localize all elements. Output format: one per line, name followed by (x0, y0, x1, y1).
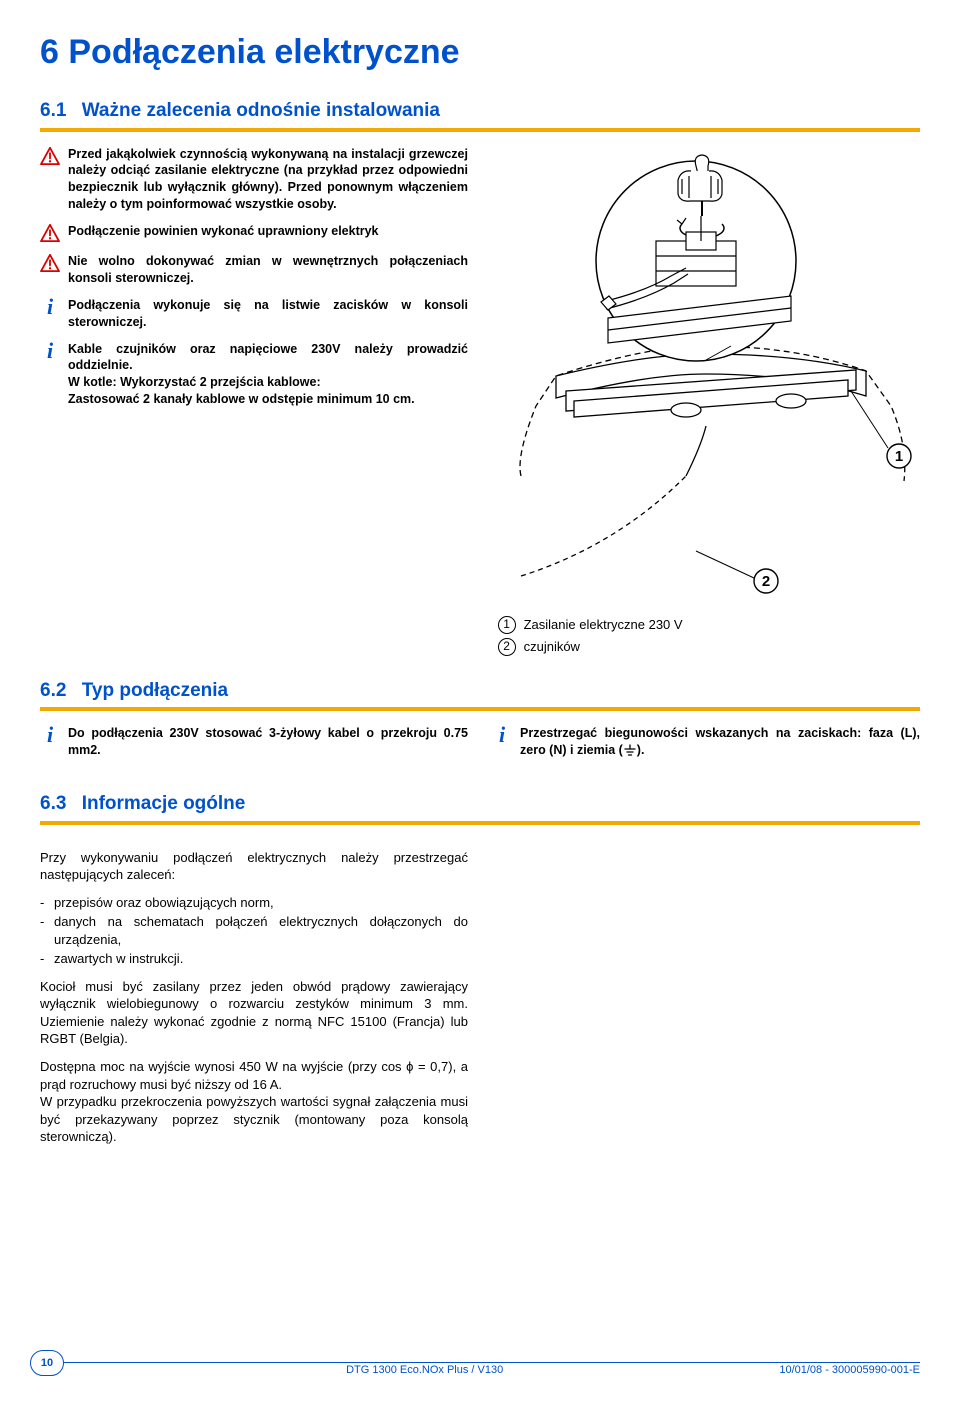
list-item-text: danych na schematach połączeń elektryczn… (54, 913, 468, 948)
section-6-1-heading: 6.1 Ważne zalecenia odnośnie instalowani… (40, 98, 920, 132)
page-footer: 10 DTG 1300 Eco.NOx Plus / V130 10/01/08… (40, 1362, 920, 1378)
note-warn-1: Przed jakąkolwiek czynnością wykonywaną … (40, 146, 468, 214)
section-title: Ważne zalecenia odnośnie instalowania (82, 100, 440, 121)
warning-icon (40, 146, 60, 166)
list-item: -zawartych w instrukcji. (40, 950, 468, 968)
page-number: 10 (30, 1350, 64, 1376)
note-text: Podłączenie powinien wykonać uprawniony … (68, 223, 379, 240)
note-info-1: i Podłączenia wykonuje się na listwie za… (40, 297, 468, 331)
figure-legend: 1 Zasilanie elektryczne 230 V 2 czujnikó… (498, 616, 920, 656)
technical-drawing: 1 2 8518N020 (492, 146, 920, 606)
note-warn-3: Nie wolno dokonywać zmian w wewnętrznych… (40, 253, 468, 287)
footer-center: DTG 1300 Eco.NOx Plus / V130 (40, 1363, 779, 1378)
list-item-text: zawartych w instrukcji. (54, 950, 183, 968)
legend-row-2: 2 czujników (498, 638, 920, 656)
intro-text: Przy wykonywaniu podłączeń elektrycznych… (40, 849, 468, 884)
info-icon: i (40, 725, 60, 745)
footer-right: 10/01/08 - 300005990-001-E (779, 1363, 920, 1378)
para-1: Kocioł musi być zasilany przez jeden obw… (40, 978, 468, 1048)
warning-icon (40, 223, 60, 243)
note-warn-2: Podłączenie powinien wykonać uprawniony … (40, 223, 468, 243)
section-6-1-text-column: Przed jakąkolwiek czynnością wykonywaną … (40, 146, 468, 606)
warning-icon (40, 253, 60, 273)
section-title: Informacje ogólne (82, 793, 246, 814)
list-item: -przepisów oraz obowiązujących norm, (40, 894, 468, 912)
note-text-part2: ). (637, 743, 645, 757)
section-6-3-heading: 6.3 Informacje ogólne (40, 791, 920, 825)
list-item-text: przepisów oraz obowiązujących norm, (54, 894, 274, 912)
chapter-number: 6 (40, 33, 59, 71)
callout-2: 2 (762, 573, 770, 590)
para-2: Dostępna moc na wyjście wynosi 450 W na … (40, 1058, 468, 1146)
note-6-2-left: i Do podłączenia 230V stosować 3-żyłowy … (40, 725, 468, 759)
note-6-2-right: i Przestrzegać biegunowości wskazanych n… (492, 725, 920, 759)
note-text: Przed jakąkolwiek czynnością wykonywaną … (68, 146, 468, 214)
note-text: Do podłączenia 230V stosować 3-żyłowy ka… (68, 725, 468, 759)
note-text-part: Przestrzegać biegunowości wskazanych na … (520, 726, 920, 757)
note-text: Przestrzegać biegunowości wskazanych na … (520, 725, 920, 759)
section-number: 6.1 (40, 100, 66, 121)
legend-label: Zasilanie elektryczne 230 V (524, 616, 683, 634)
info-icon: i (40, 297, 60, 317)
legend-num: 1 (498, 616, 516, 634)
info-icon: i (40, 341, 60, 361)
ground-icon (623, 744, 637, 758)
list-item: -danych na schematach połączeń elektrycz… (40, 913, 468, 948)
note-text: Nie wolno dokonywać zmian w wewnętrznych… (68, 253, 468, 287)
section-number: 6.3 (40, 793, 66, 814)
legend-row-1: 1 Zasilanie elektryczne 230 V (498, 616, 920, 634)
bullet-list: -przepisów oraz obowiązujących norm, -da… (40, 894, 468, 968)
note-text: Podłączenia wykonuje się na listwie zaci… (68, 297, 468, 331)
section-title: Typ podłączenia (82, 680, 228, 701)
legend-label: czujników (524, 638, 580, 656)
info-icon: i (492, 725, 512, 745)
chapter-heading: 6 Podłączenia elektryczne (40, 30, 920, 76)
figure-6-1: 1 2 8518N020 (492, 146, 920, 606)
legend-num: 2 (498, 638, 516, 656)
note-info-2: i Kable czujników oraz napięciowe 230V n… (40, 341, 468, 409)
chapter-title: Podłączenia elektryczne (68, 33, 459, 71)
note-text: Kable czujników oraz napięciowe 230V nal… (68, 341, 468, 409)
section-number: 6.2 (40, 680, 66, 701)
callout-1: 1 (895, 448, 903, 465)
section-6-3-body: Przy wykonywaniu podłączeń elektrycznych… (40, 839, 468, 1156)
section-6-2-heading: 6.2 Typ podłączenia (40, 678, 920, 712)
